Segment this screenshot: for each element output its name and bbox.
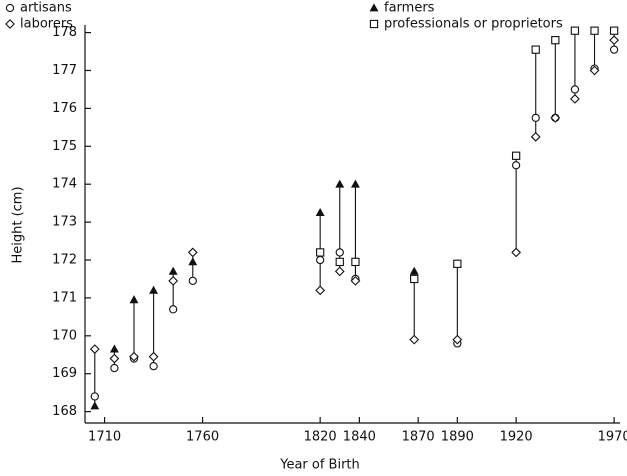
point (109, 344, 119, 353)
legend-label: professionals or proprietors (384, 17, 563, 32)
point (335, 248, 344, 257)
x-tick-label: 1710 (88, 430, 121, 445)
x-tick-label: 1890 (441, 430, 474, 445)
y-tick-label: 176 (52, 101, 77, 116)
point (316, 248, 325, 257)
point (531, 45, 540, 54)
point (350, 275, 361, 286)
point (315, 285, 326, 296)
point (589, 65, 600, 76)
point (530, 131, 541, 142)
point (188, 257, 198, 266)
x-tick-label: 1970 (598, 430, 627, 445)
legend-label: artisans (20, 1, 72, 16)
y-tick-label: 173 (52, 215, 77, 230)
point (90, 392, 99, 401)
y-tick-label: 169 (52, 366, 77, 381)
point (110, 363, 119, 373)
x-axis-label: Year of Birth (279, 458, 360, 473)
point (89, 344, 100, 354)
legend-label: farmers (384, 1, 435, 16)
point (590, 26, 599, 35)
point (335, 257, 344, 267)
point (409, 334, 420, 345)
point (609, 26, 619, 35)
y-tick-label: 175 (52, 139, 77, 154)
point (570, 85, 580, 94)
point (187, 247, 198, 258)
point (315, 207, 325, 217)
point (129, 295, 139, 304)
point (570, 26, 580, 35)
point (609, 45, 619, 54)
point (511, 151, 521, 160)
point (168, 266, 178, 275)
point (90, 401, 100, 410)
point (148, 351, 159, 362)
point (350, 179, 360, 188)
point (550, 112, 561, 123)
point (188, 276, 197, 286)
point (334, 266, 345, 277)
point (531, 113, 540, 123)
point (409, 266, 419, 275)
point (109, 353, 120, 364)
point (511, 161, 521, 170)
x-tick-label: 1840 (343, 430, 376, 445)
point (570, 94, 580, 104)
y-tick-label: 177 (52, 63, 77, 78)
point (511, 247, 522, 258)
legend-marker (369, 3, 379, 12)
y-tick-label: 174 (52, 177, 77, 192)
legend-label: laborers (20, 17, 73, 32)
y-axis-label: Height (cm) (11, 186, 26, 263)
point (129, 351, 139, 362)
point (149, 361, 158, 371)
x-tick-label: 1820 (304, 430, 337, 445)
point (168, 275, 179, 286)
x-tick-label: 1870 (402, 430, 435, 445)
point (551, 36, 560, 45)
point (410, 274, 419, 284)
y-tick-label: 178 (52, 25, 77, 40)
legend-marker (369, 19, 379, 29)
point (335, 179, 345, 188)
x-tick-label: 1920 (500, 430, 533, 445)
legend-marker (5, 19, 15, 29)
y-tick-label: 171 (52, 290, 77, 305)
point (351, 257, 360, 267)
legend-marker (5, 3, 15, 13)
y-tick-label: 172 (52, 253, 77, 268)
point (609, 35, 619, 46)
x-tick-label: 1760 (186, 430, 219, 445)
point (149, 285, 159, 294)
y-tick-label: 170 (52, 328, 77, 343)
point (452, 334, 463, 345)
y-tick-label: 168 (52, 404, 77, 419)
point (453, 259, 462, 268)
point (169, 305, 178, 314)
point (316, 255, 325, 265)
